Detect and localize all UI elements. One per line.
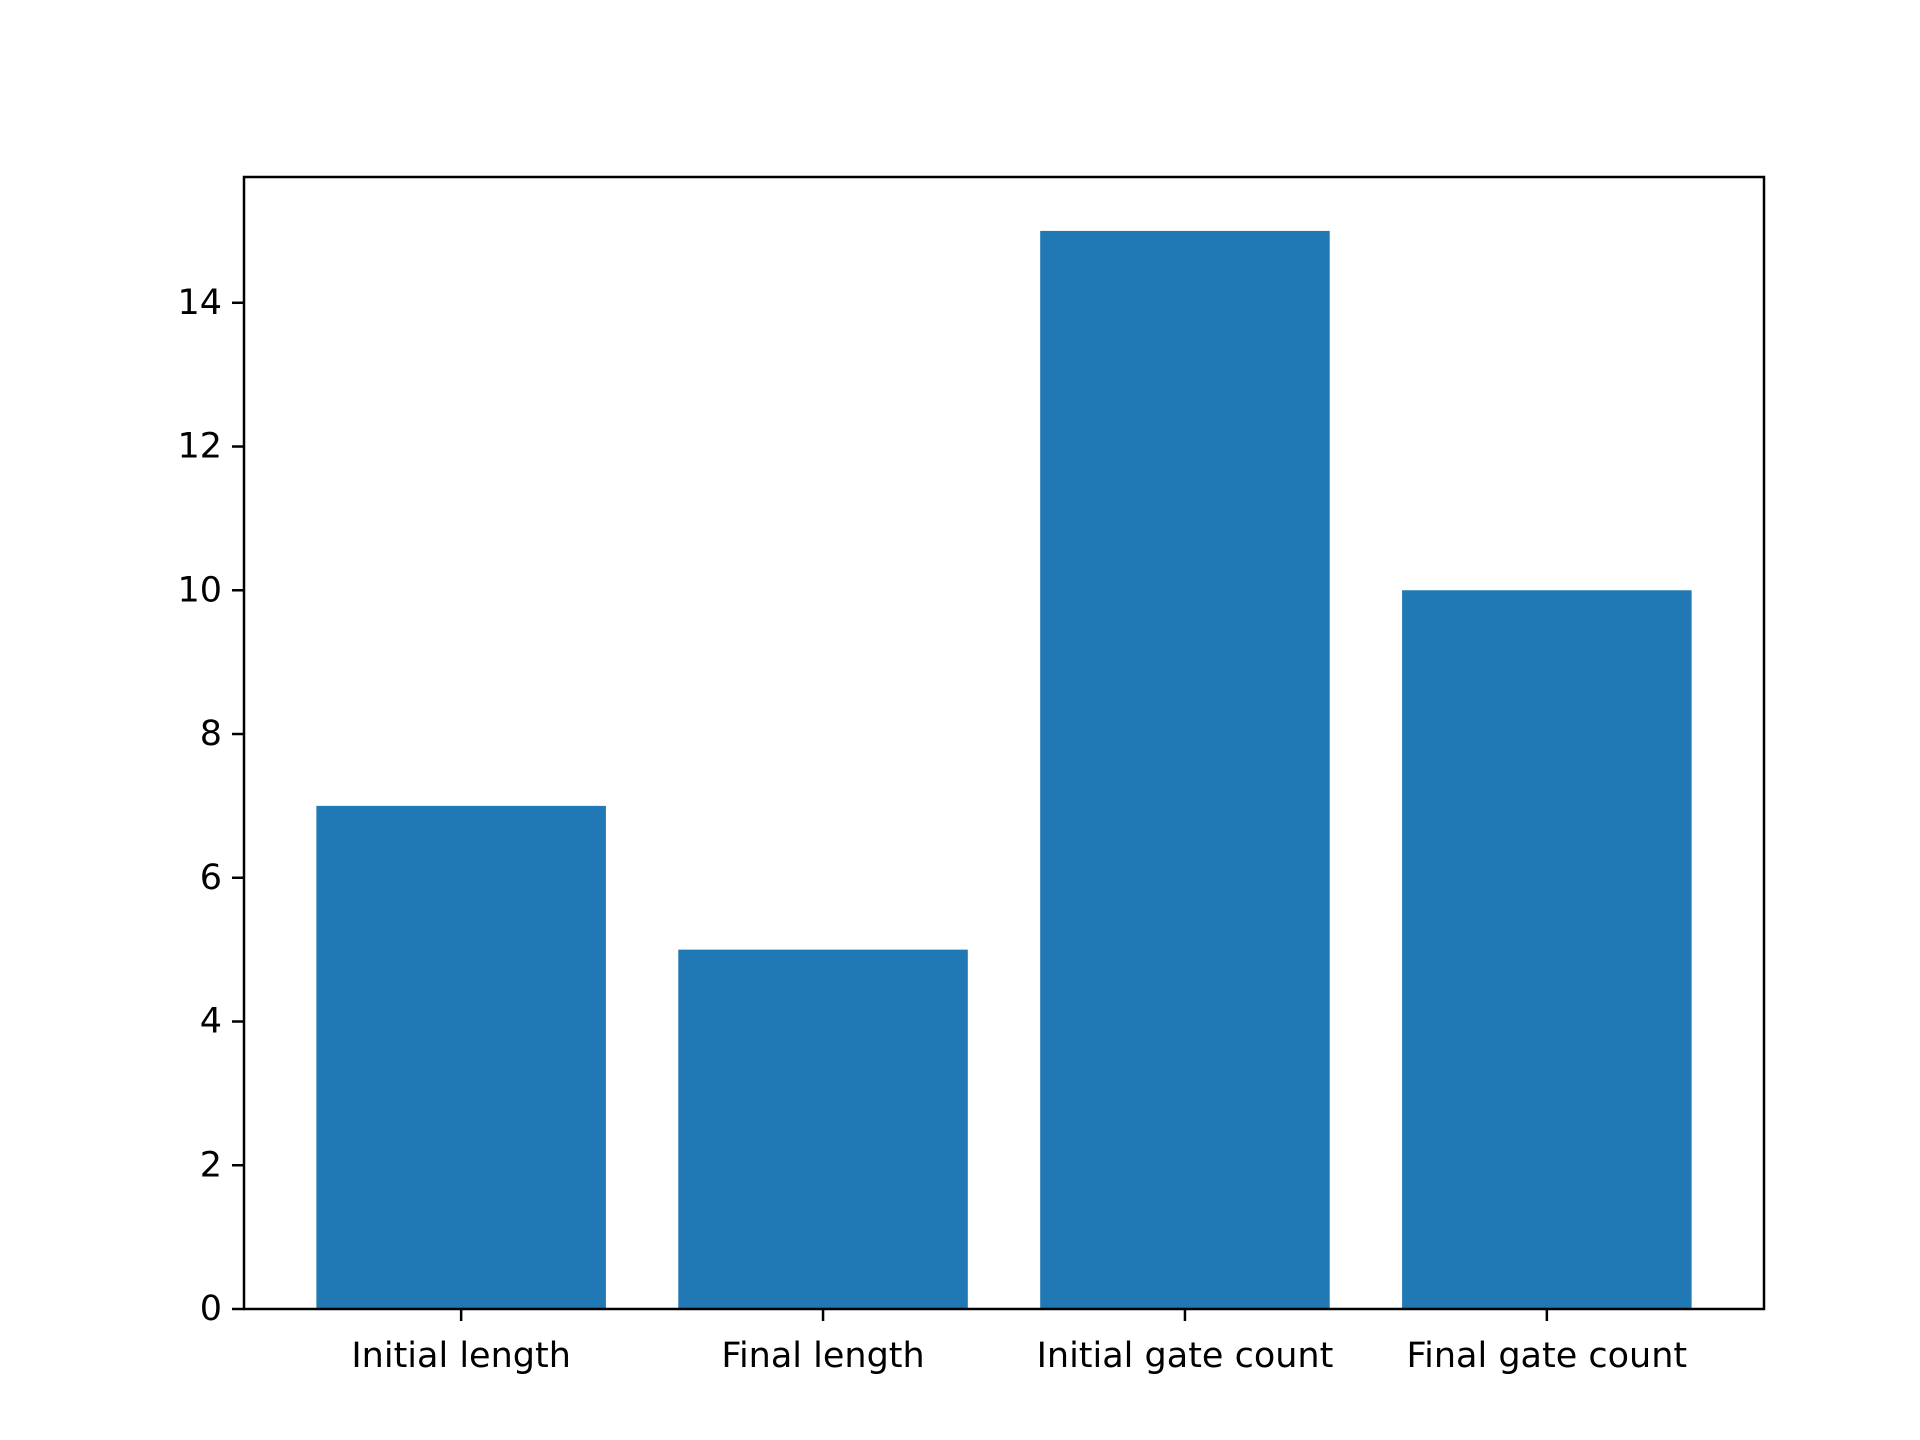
bars-group: [316, 230, 1692, 1309]
bar-final-length: [678, 949, 968, 1309]
y-tick-label: 0: [200, 1289, 222, 1329]
x-tick-label: Final length: [721, 1336, 924, 1376]
y-axis: 0 2 4 6 8 10 12 14: [177, 283, 244, 1329]
y-tick-label: 14: [177, 283, 222, 323]
y-tick-label: 4: [200, 1002, 222, 1042]
x-axis: Initial length Final length Initial gate c…: [351, 1309, 1687, 1376]
x-tick-label: Initial gate count: [1037, 1336, 1334, 1376]
x-tick-label: Initial length: [351, 1336, 571, 1376]
plot-frame: [242, 175, 1766, 1311]
y-tick-label: 10: [177, 570, 222, 610]
y-tick-label: 2: [200, 1145, 222, 1185]
bar-final-gate-count: [1402, 590, 1692, 1309]
y-tick-label: 8: [200, 714, 222, 754]
y-tick-label: 12: [177, 427, 222, 467]
bar-initial-gate-count: [1040, 230, 1330, 1309]
y-tick-label: 6: [200, 858, 222, 898]
bar-initial-length: [316, 805, 606, 1309]
x-tick-label: Final gate count: [1407, 1336, 1688, 1376]
